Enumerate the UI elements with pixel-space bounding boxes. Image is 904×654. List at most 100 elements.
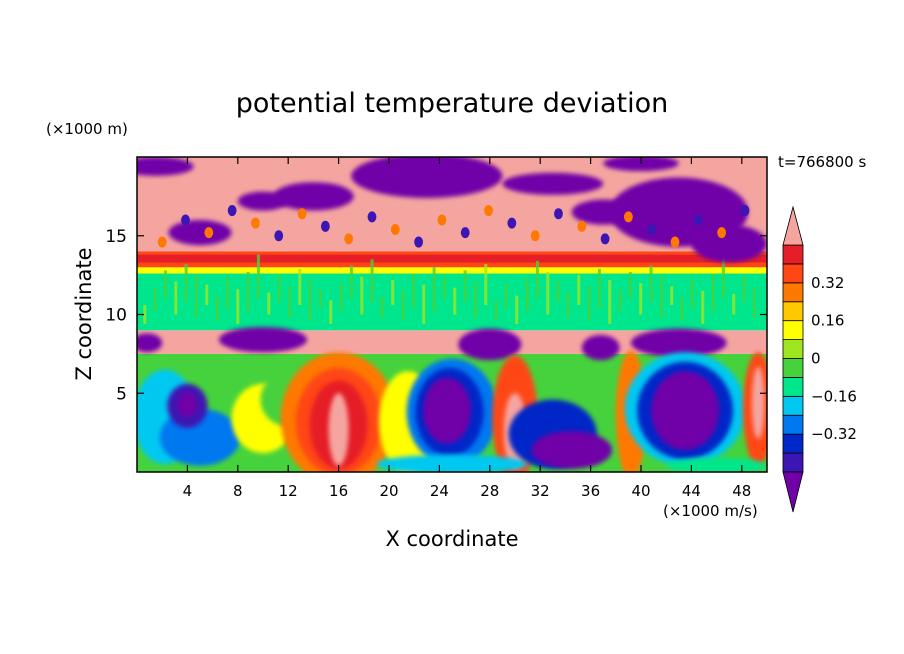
neutral-streak [360, 276, 364, 315]
neutral-streak [442, 276, 446, 299]
time-label: t=766800 s [778, 153, 866, 171]
y-tick-label: 15 [105, 227, 127, 247]
neutral-streak [432, 267, 436, 312]
neutral-streak [515, 295, 519, 324]
neutral-streak [525, 278, 529, 312]
upper-cold-patch [571, 199, 635, 225]
speckle [344, 233, 354, 245]
colorbar-label: 0.32 [811, 274, 844, 292]
neutral-streak [194, 275, 198, 318]
inversion-cold-hump [218, 327, 308, 353]
colorbar-bin [782, 263, 804, 284]
neutral-streak [701, 290, 705, 324]
inversion-cold-hump [581, 334, 620, 361]
neutral-streak [339, 283, 343, 312]
upper-cold-patch [691, 224, 767, 263]
colorbar-bin [782, 433, 804, 454]
neutral-streak [597, 268, 601, 309]
speckle [554, 208, 563, 220]
neutral-streak [494, 301, 498, 321]
x-tick-label: 12 [279, 482, 298, 500]
colorbar-bin [782, 320, 804, 340]
colorbar-extend-max [782, 205, 804, 246]
convective-cell [177, 391, 198, 417]
neutral-streak [411, 273, 415, 309]
speckle [693, 214, 703, 226]
x-tick-label: 24 [430, 482, 449, 500]
neutral-streak [308, 279, 312, 321]
upper-cold-patch [237, 191, 289, 211]
x-tick-label: 36 [581, 482, 600, 500]
neutral-streak [225, 278, 229, 309]
neutral-streak [711, 273, 715, 312]
neutral-streak [670, 286, 674, 306]
neutral-streak [370, 259, 374, 302]
neutral-streak [349, 265, 353, 299]
colorbar-bin [782, 414, 804, 435]
x-tick-label: 28 [480, 482, 499, 500]
speckle [740, 205, 750, 217]
speckle [390, 223, 400, 235]
neutral-streak [391, 279, 395, 306]
neutral-streak [246, 271, 250, 312]
neutral-streak [329, 300, 333, 324]
neutral-streak [484, 264, 488, 306]
neutral-streak [577, 275, 581, 306]
colorbar-extend-min [782, 471, 804, 513]
speckle [157, 236, 167, 248]
speckle [274, 230, 284, 242]
neutral-streak [659, 276, 663, 318]
colorbar-label: 0 [811, 350, 821, 368]
colorbar: 0.32 0.16 0 −0.16 −0.32 [782, 205, 857, 513]
neutral-streak [608, 279, 612, 324]
colorbar-label: −0.16 [811, 387, 857, 405]
x-tick-label: 44 [682, 482, 701, 500]
convective-cell [328, 393, 349, 466]
speckle [181, 214, 190, 226]
neutral-streak [690, 279, 694, 309]
speckle [647, 223, 657, 235]
y-axis-ticks: 5 10 15 [105, 227, 767, 404]
neutral-streak [546, 271, 550, 315]
neutral-streak [732, 294, 736, 315]
speckle [227, 205, 237, 217]
neutral-streak [143, 305, 147, 324]
speckle [320, 220, 330, 232]
colorbar-bin [782, 339, 804, 359]
convective-cell [376, 454, 528, 472]
neutral-streak [628, 271, 632, 299]
neutral-streak [256, 254, 260, 299]
colorbar-label: 0.16 [811, 312, 844, 330]
convective-cell [423, 377, 471, 444]
neutral-streak [535, 260, 539, 299]
colorbar-bin [782, 282, 804, 303]
neutral-streak [473, 281, 477, 318]
speckle [367, 211, 377, 223]
neutral-streak [174, 281, 178, 315]
speckle [460, 227, 470, 239]
speckle [600, 233, 610, 245]
neutral-streak [721, 256, 725, 299]
colorbar-bin [782, 244, 804, 265]
x-axis-ticks: 4 8 12 16 20 24 28 32 36 40 44 48 [183, 157, 751, 500]
x-tick-label: 40 [631, 482, 650, 500]
upper-cold-patch [168, 220, 232, 246]
x-tick-label: 48 [732, 482, 751, 500]
neutral-streak [422, 284, 426, 324]
neutral-streak [752, 287, 756, 318]
neutral-streak [267, 292, 271, 315]
colorbar-label: −0.32 [811, 425, 857, 443]
speckle [507, 217, 517, 229]
x-tick-label: 20 [379, 482, 398, 500]
neutral-streak [618, 289, 622, 312]
upper-cold-patch [351, 157, 503, 198]
speckle [251, 217, 260, 229]
y-tick-label: 10 [105, 306, 127, 326]
neutral-streak [153, 287, 157, 312]
x-tick-label: 4 [183, 482, 193, 500]
convective-cell [651, 371, 720, 450]
neutral-streak [504, 284, 508, 309]
upper-cold-patch [273, 182, 354, 211]
neutral-streak [587, 286, 591, 321]
x-tick-label: 16 [329, 482, 348, 500]
